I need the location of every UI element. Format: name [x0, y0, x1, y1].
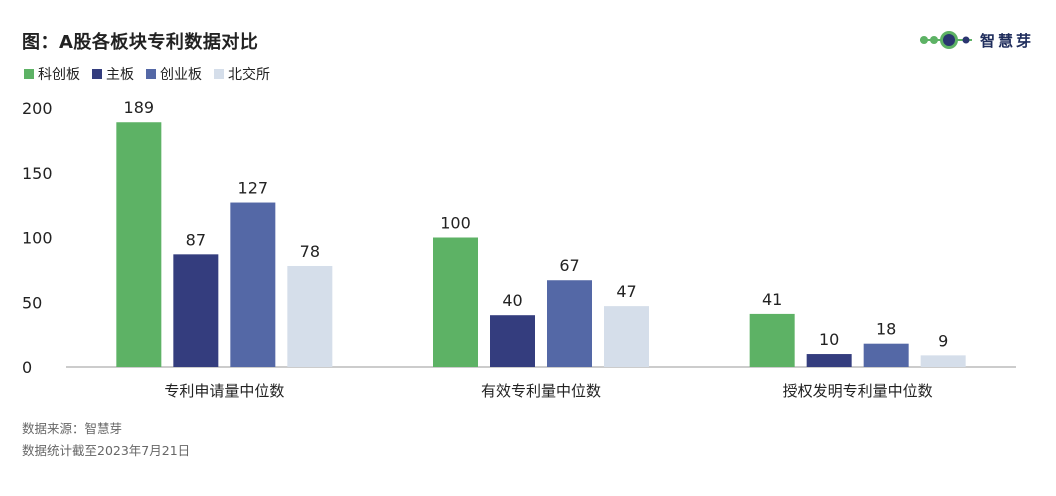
y-tick-label: 50: [22, 293, 42, 312]
brand-logo: 智慧芽: [918, 28, 1034, 52]
data-label: 67: [559, 256, 579, 275]
bar: [749, 313, 795, 367]
legend-label: 主板: [106, 67, 134, 83]
legend-item: 主板: [92, 64, 134, 84]
data-label: 41: [762, 290, 782, 309]
bar: [604, 306, 649, 367]
data-label: 127: [238, 179, 269, 198]
data-label: 10: [819, 330, 839, 349]
legend-label: 创业板: [160, 67, 202, 83]
data-label: 100: [440, 214, 471, 233]
y-tick-label: 0: [22, 358, 32, 377]
bar: [920, 355, 966, 367]
data-label: 78: [300, 242, 320, 261]
logo-icon: [919, 31, 972, 49]
data-label: 9: [938, 331, 948, 350]
bar: [863, 343, 909, 367]
chart-legend: 科创板 主板 创业板 北交所: [24, 64, 270, 84]
legend-swatch: [146, 69, 156, 79]
y-tick-label: 150: [22, 164, 53, 183]
bar: [433, 237, 478, 367]
chart-title: 图：A股各板块专利数据对比: [22, 32, 259, 53]
legend-label: 科创板: [38, 67, 80, 83]
y-tick-label: 200: [22, 99, 53, 118]
bar: [116, 122, 162, 368]
legend-swatch: [24, 69, 34, 79]
legend-item: 创业板: [146, 64, 202, 84]
legend-swatch: [214, 69, 224, 79]
y-tick-label: 100: [22, 229, 53, 248]
legend-item: 北交所: [214, 64, 270, 84]
data-label: 47: [616, 282, 636, 301]
bar: [547, 280, 592, 367]
x-tick-label: 有效专利量中位数: [481, 382, 601, 400]
bar: [806, 354, 852, 367]
bar: [287, 265, 333, 367]
bar: [173, 254, 219, 367]
logo-text: 智慧芽: [979, 31, 1034, 50]
data-label: 87: [186, 230, 206, 249]
legend-swatch: [92, 69, 102, 79]
bar: [490, 315, 535, 367]
source-text: 数据来源：智慧芽: [22, 421, 123, 436]
legend-item: 科创板: [24, 64, 80, 84]
data-label: 189: [124, 98, 155, 117]
x-tick-label: 授权发明专利量中位数: [783, 382, 933, 400]
data-label: 40: [502, 291, 522, 310]
x-tick-label: 专利申请量中位数: [164, 382, 284, 400]
date-note: 数据统计截至2023年7月21日: [22, 443, 191, 458]
source-notes: 数据来源：智慧芽 数据统计截至2023年7月21日: [22, 418, 190, 462]
legend-label: 北交所: [228, 67, 270, 83]
bar: [230, 202, 276, 367]
data-label: 18: [876, 320, 896, 339]
